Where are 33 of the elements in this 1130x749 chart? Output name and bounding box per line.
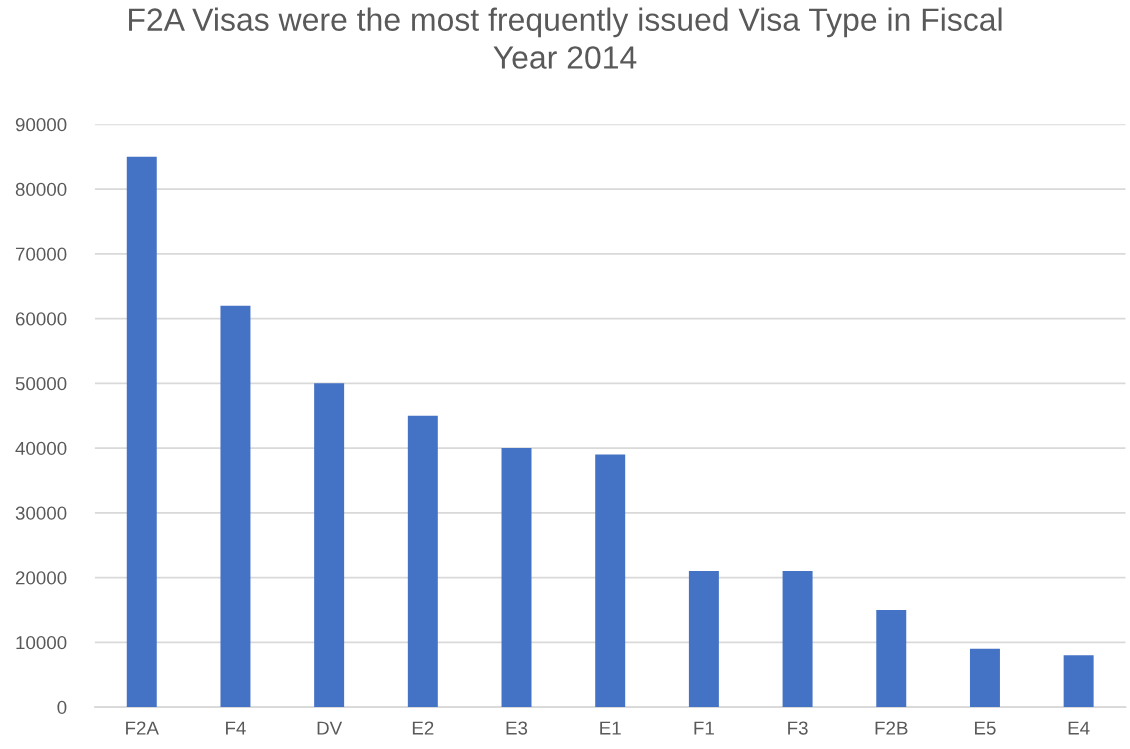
y-tick-label: 20000 xyxy=(15,571,67,585)
y-tick-label: 0 xyxy=(57,700,67,715)
bar xyxy=(969,648,1000,708)
x-tick-label: F4 xyxy=(226,721,246,735)
bar xyxy=(501,448,532,708)
bar xyxy=(782,571,813,708)
y-tick-label: 50000 xyxy=(15,377,67,391)
x-tick-label: E1 xyxy=(600,721,621,735)
bar xyxy=(1063,655,1094,708)
x-tick-label: F1 xyxy=(694,721,714,735)
bar xyxy=(314,383,345,708)
bar xyxy=(688,571,719,708)
y-tick-label: 40000 xyxy=(15,441,67,456)
x-tick-label: E4 xyxy=(1068,721,1090,735)
y-tick-label: 30000 xyxy=(15,506,67,520)
x-tick-label: F2A xyxy=(126,721,159,735)
bar xyxy=(126,156,157,708)
y-tick-label: 90000 xyxy=(15,118,67,132)
x-tick-label: F2B xyxy=(875,721,908,735)
x-tick-label: E2 xyxy=(412,721,434,735)
bar xyxy=(407,415,438,708)
y-tick-label: 80000 xyxy=(15,182,67,197)
y-tick-label: 10000 xyxy=(16,636,67,650)
x-tick-label: F3 xyxy=(788,721,808,735)
y-tick-label: 70000 xyxy=(15,247,67,261)
chart-title: F2A Visas were the most frequently issued Visa Type in Fiscal Year 2014 xyxy=(129,7,1002,69)
x-tick-label: E3 xyxy=(506,721,528,735)
bar xyxy=(876,609,907,708)
bar xyxy=(595,454,626,708)
x-tick-label: DV xyxy=(317,721,343,735)
y-tick-label: 60000 xyxy=(15,312,67,326)
x-tick-label: E5 xyxy=(975,721,996,735)
bar xyxy=(220,305,251,708)
